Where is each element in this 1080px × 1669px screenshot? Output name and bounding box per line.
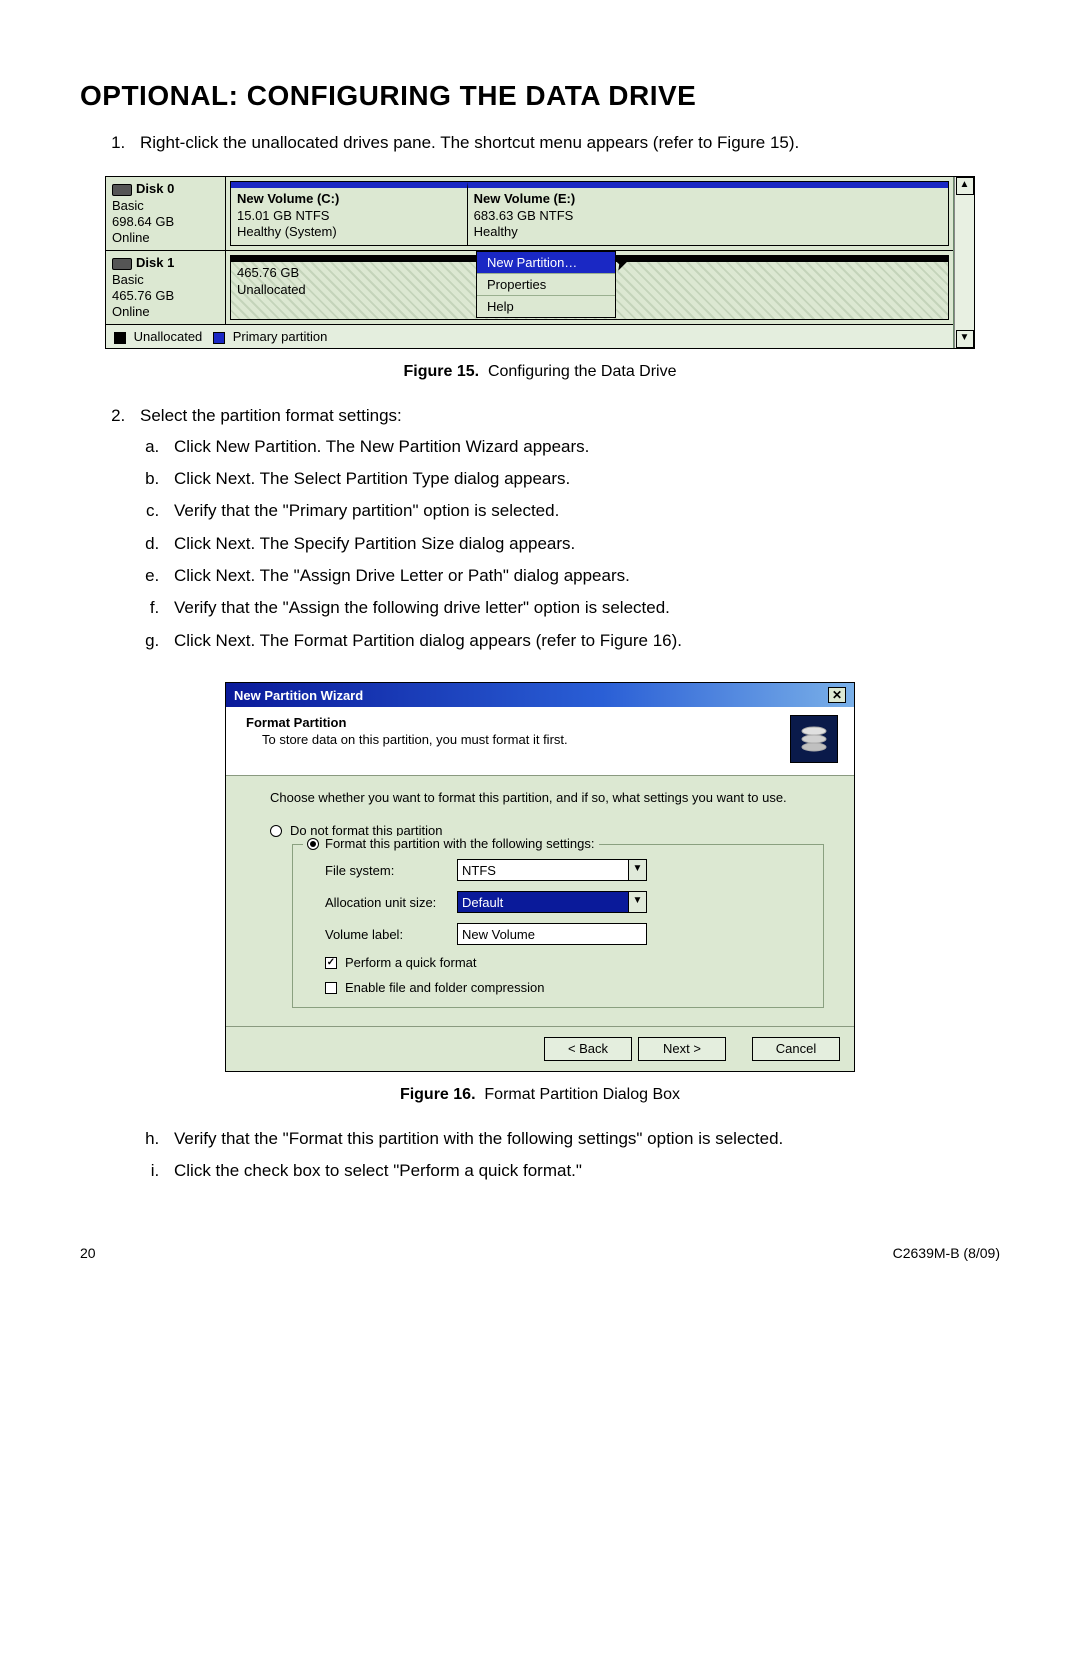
disk0-size: 698.64 GB — [112, 214, 219, 230]
scrollbar[interactable]: ▲ ▼ — [954, 177, 974, 348]
close-icon[interactable]: ✕ — [828, 687, 846, 703]
disk0-status: Online — [112, 230, 219, 246]
disk1-label: Disk 1 — [112, 255, 219, 271]
disk1-status: Online — [112, 304, 219, 320]
label-file-system: File system: — [307, 863, 457, 878]
label-quick-format: Perform a quick format — [345, 955, 477, 970]
radio-no-format[interactable] — [270, 825, 282, 837]
disk0-type: Basic — [112, 198, 219, 214]
volume-c-status: Healthy (System) — [237, 224, 461, 240]
checkbox-quick-format[interactable] — [325, 957, 337, 969]
disk0-partition-e[interactable]: New Volume (E:) 683.63 GB NTFS Healthy — [468, 182, 948, 245]
label-allocation: Allocation unit size: — [307, 895, 457, 910]
new-partition-wizard: New Partition Wizard ✕ Format Partition … — [225, 682, 855, 1072]
label-format: Format this partition with the following… — [325, 836, 595, 851]
disk0-label: Disk 0 — [112, 181, 219, 197]
wizard-footer: < Back Next > Cancel — [226, 1026, 854, 1071]
label-compression: Enable file and folder compression — [345, 980, 544, 995]
checkbox-compression[interactable] — [325, 982, 337, 994]
scroll-down-icon[interactable]: ▼ — [956, 330, 974, 348]
step-1: Right-click the unallocated drives pane.… — [130, 130, 1000, 156]
menu-new-partition[interactable]: New Partition… — [477, 252, 615, 274]
figure15-caption: Figure 15. Configuring the Data Drive — [80, 363, 1000, 381]
chevron-down-icon[interactable]: ▼ — [628, 860, 646, 880]
disk1-row: Disk 1 Basic 465.76 GB Online 465.76 GB … — [106, 250, 953, 324]
select-allocation[interactable]: Default ▼ — [457, 891, 647, 913]
disk0-partition-c[interactable]: New Volume (C:) 15.01 GB NTFS Healthy (S… — [231, 182, 468, 245]
step-2-lead: Select the partition format settings: — [140, 406, 402, 425]
disk-stack-icon — [790, 715, 838, 763]
wizard-header: Format Partition To store data on this p… — [226, 707, 854, 776]
doc-id: C2639M-B (8/09) — [893, 1245, 1000, 1261]
figure16-caption: Figure 16. Format Partition Dialog Box — [80, 1086, 1000, 1104]
step-2f: Verify that the "Assign the following dr… — [164, 595, 1000, 621]
step-2g: Click Next. The Format Partition dialog … — [164, 628, 1000, 654]
step-2d: Click Next. The Specify Partition Size d… — [164, 531, 1000, 557]
menu-properties[interactable]: Properties — [477, 274, 615, 296]
wizard-title: New Partition Wizard — [234, 688, 363, 703]
format-settings-group: Format this partition with the following… — [292, 844, 824, 1008]
label-volume: Volume label: — [307, 927, 457, 942]
select-file-system[interactable]: NTFS ▼ — [457, 859, 647, 881]
option-compression[interactable]: Enable file and folder compression — [325, 980, 809, 995]
disk1-type: Basic — [112, 272, 219, 288]
step-2e: Click Next. The "Assign Drive Letter or … — [164, 563, 1000, 589]
legend-primary: Primary partition — [233, 329, 328, 344]
disk-management-screenshot: Disk 0 Basic 698.64 GB Online New Volume… — [105, 176, 975, 349]
disk-legend: Unallocated Primary partition — [106, 324, 953, 348]
step-2c: Verify that the "Primary partition" opti… — [164, 498, 1000, 524]
figure15-label: Figure 15. — [403, 363, 479, 380]
back-button[interactable]: < Back — [544, 1037, 632, 1061]
wizard-header-subtitle: To store data on this partition, you mus… — [246, 732, 568, 747]
option-format[interactable]: Format this partition with the following… — [303, 836, 599, 851]
context-menu: New Partition… Properties Help — [476, 251, 616, 318]
figure16-label: Figure 16. — [400, 1086, 476, 1103]
step-2h: Verify that the "Format this partition w… — [164, 1126, 1000, 1152]
wizard-intro: Choose whether you want to format this p… — [270, 790, 824, 805]
disk1-info: Disk 1 Basic 465.76 GB Online — [106, 251, 226, 324]
value-allocation: Default — [462, 895, 503, 910]
next-button[interactable]: Next > — [638, 1037, 726, 1061]
volume-e-status: Healthy — [474, 224, 942, 240]
legend-swatch-unallocated — [114, 332, 126, 344]
page-number: 20 — [80, 1245, 96, 1261]
volume-c-title: New Volume (C:) — [237, 191, 461, 207]
chevron-down-icon[interactable]: ▼ — [628, 892, 646, 912]
wizard-body: Choose whether you want to format this p… — [226, 776, 854, 1026]
wizard-header-title: Format Partition — [246, 715, 568, 730]
radio-format[interactable] — [307, 838, 319, 850]
scroll-up-icon[interactable]: ▲ — [956, 177, 974, 195]
input-volume-label[interactable] — [457, 923, 647, 945]
step-2a: Click New Partition. The New Partition W… — [164, 434, 1000, 460]
step-2: Select the partition format settings: Cl… — [130, 403, 1000, 654]
volume-e-size: 683.63 GB NTFS — [474, 208, 942, 224]
disk0-info: Disk 0 Basic 698.64 GB Online — [106, 177, 226, 250]
disk0-row: Disk 0 Basic 698.64 GB Online New Volume… — [106, 177, 953, 250]
wizard-titlebar[interactable]: New Partition Wizard ✕ — [226, 683, 854, 707]
figure16-text: Format Partition Dialog Box — [484, 1086, 680, 1103]
step-2i: Click the check box to select "Perform a… — [164, 1158, 1000, 1184]
figure15-text: Configuring the Data Drive — [488, 363, 677, 380]
section-heading: OPTIONAL: CONFIGURING THE DATA DRIVE — [80, 80, 1000, 112]
cancel-button[interactable]: Cancel — [752, 1037, 840, 1061]
value-file-system: NTFS — [462, 863, 496, 878]
volume-e-title: New Volume (E:) — [474, 191, 942, 207]
disk1-size: 465.76 GB — [112, 288, 219, 304]
legend-swatch-primary — [213, 332, 225, 344]
step-2b: Click Next. The Select Partition Type di… — [164, 466, 1000, 492]
volume-c-size: 15.01 GB NTFS — [237, 208, 461, 224]
menu-help[interactable]: Help — [477, 296, 615, 317]
page-footer: 20 C2639M-B (8/09) — [80, 1245, 1000, 1261]
option-quick-format[interactable]: Perform a quick format — [325, 955, 809, 970]
legend-unallocated: Unallocated — [134, 329, 203, 344]
